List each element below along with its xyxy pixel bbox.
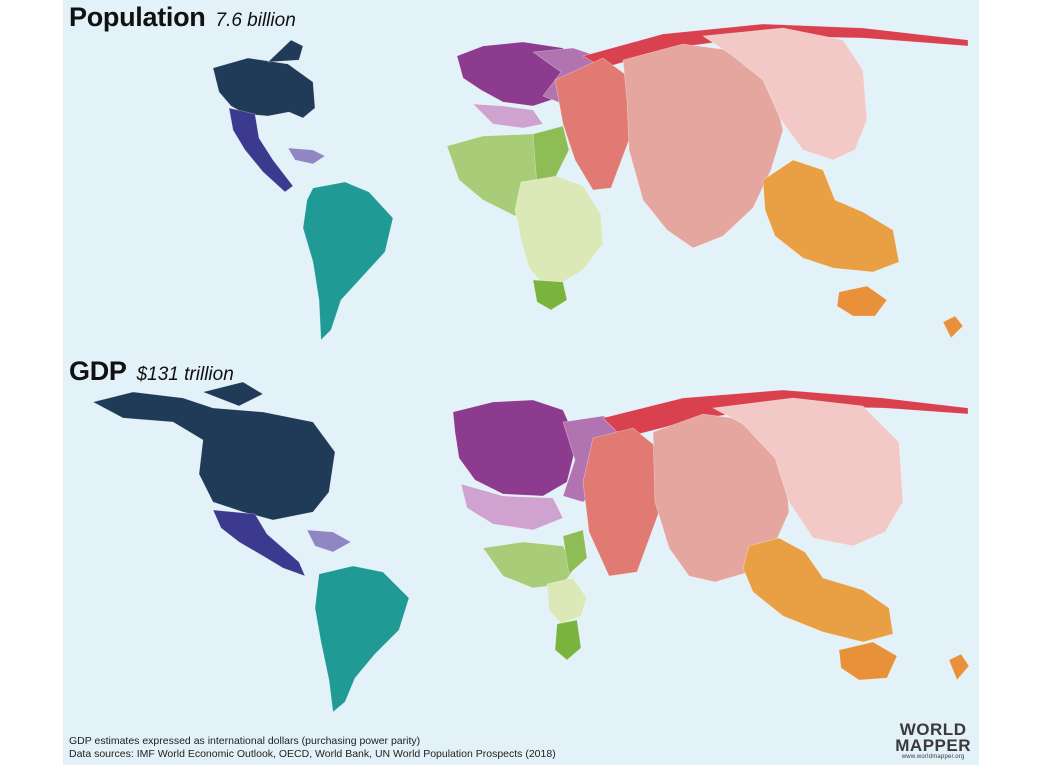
population-total: 7.6 billion [215, 10, 296, 31]
cartogram-canvas: Population 7.6 billion GDP $131 trillion… [63, 0, 979, 765]
gdp-cartogram [92, 381, 970, 713]
population-title: Population [69, 2, 206, 32]
logo-url: www.worldmapper.org [901, 754, 965, 760]
sub-saharan-africa-shape [514, 175, 604, 285]
southern-europe-shape [460, 483, 564, 531]
north-africa-shape [482, 541, 576, 589]
western-europe-shape [452, 399, 578, 497]
middle-east-shape [562, 529, 588, 575]
gdp-map-title: GDP $131 trillion [69, 356, 234, 387]
footnote-line-1: GDP estimates expressed as international… [69, 735, 421, 747]
caribbean-shape [306, 529, 352, 553]
logo-line-1: WORLD [899, 720, 967, 739]
logo-line-2: MAPPER [895, 736, 971, 755]
central-america-shape [228, 107, 294, 193]
southern-africa-shape [532, 279, 568, 311]
canadian-arctic-shape [202, 381, 264, 407]
north-america-shape [92, 391, 336, 521]
population-cartogram [212, 23, 969, 341]
south-asia-shape [554, 57, 634, 191]
gdp-title: GDP [69, 356, 127, 386]
new-zealand-shape [942, 315, 964, 339]
canadian-arctic-shape [267, 39, 304, 63]
north-america-region-gdp [92, 381, 336, 521]
southeast-asia-shape [742, 537, 894, 643]
sub-saharan-africa-shape [546, 577, 588, 625]
middle-east-shape [532, 125, 570, 187]
oceania-shape [836, 285, 888, 317]
north-america-shape [212, 57, 316, 119]
east-asia-shape [702, 27, 868, 161]
east-asia-shape [712, 397, 904, 547]
southeast-asia-shape [762, 159, 900, 273]
central-america-shape [212, 509, 306, 577]
new-zealand-shape [948, 653, 970, 681]
southern-africa-shape [554, 619, 582, 661]
gdp-total: $131 trillion [136, 364, 234, 385]
worldmapper-logo: WORLD MAPPER www.worldmapper.org [895, 720, 971, 760]
caribbean-shape [287, 147, 326, 165]
oceania-shape [838, 641, 898, 681]
footnote-line-2: Data sources: IMF World Economic Outlook… [69, 747, 556, 760]
southern-europe-shape [472, 103, 544, 129]
north-america-region [212, 39, 316, 119]
south-america-shape [302, 181, 394, 341]
population-map-title: Population 7.6 billion [69, 2, 296, 33]
footnote: GDP estimates expressed as international… [69, 735, 556, 760]
south-asia-shape [582, 427, 664, 577]
south-america-shape [314, 565, 410, 713]
